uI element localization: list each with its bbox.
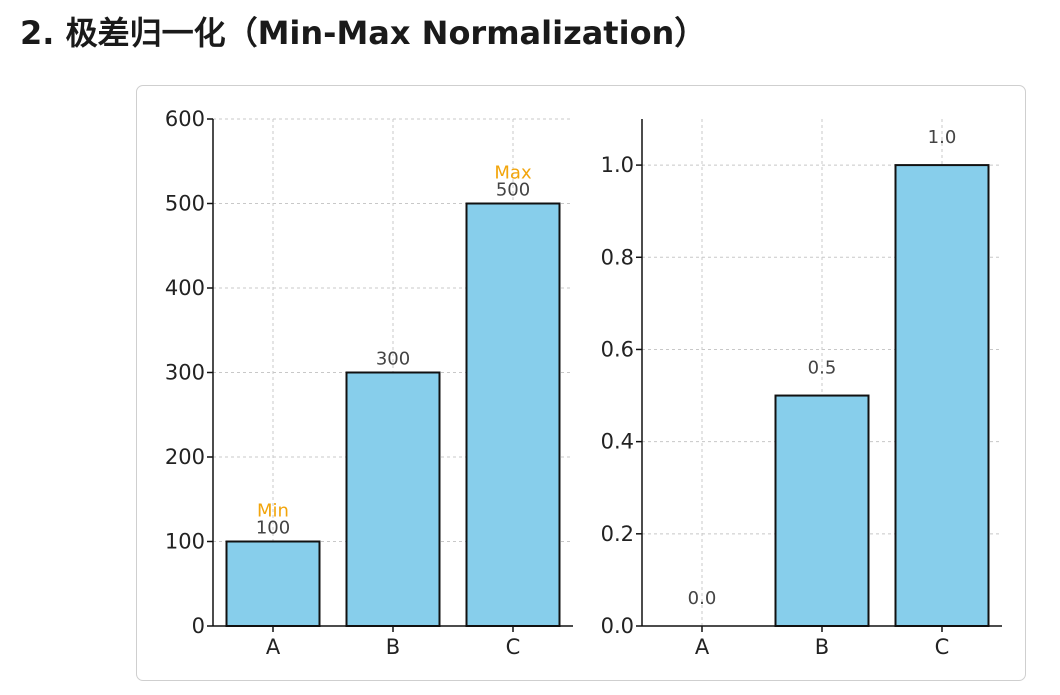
- bar-B: [774, 394, 870, 627]
- bar-C: [894, 164, 990, 627]
- data-label: 100: [256, 518, 290, 539]
- y-tick-label: 500: [165, 192, 205, 216]
- data-label: 500: [496, 180, 530, 201]
- annotation-min: Min: [257, 501, 289, 522]
- y-tick-label: 0.0: [601, 614, 634, 638]
- x-tick-label: A: [695, 635, 710, 659]
- data-label: 300: [376, 349, 410, 370]
- annotation-max: Max: [494, 163, 532, 184]
- y-tick-label: 600: [165, 107, 205, 131]
- y-tick-label: 0: [192, 614, 205, 638]
- x-tick-label: C: [506, 635, 521, 659]
- x-tick-label: C: [935, 635, 950, 659]
- y-tick-label: 0.2: [601, 522, 634, 546]
- y-tick-label: 200: [165, 445, 205, 469]
- bar-A: [225, 540, 321, 627]
- y-tick-label: 0.6: [601, 337, 634, 361]
- y-tick-label: 400: [165, 276, 205, 300]
- data-label: 0.5: [808, 358, 837, 379]
- bar-C: [465, 202, 561, 627]
- bar-B: [345, 371, 441, 627]
- y-tick-label: 100: [165, 530, 205, 554]
- x-tick-label: B: [815, 635, 829, 659]
- x-tick-label: A: [266, 635, 281, 659]
- page-title: 2. 极差归一化（Min-Max Normalization）: [20, 14, 707, 52]
- data-label: 0.0: [688, 588, 717, 609]
- y-tick-label: 0.4: [601, 430, 634, 454]
- y-tick-label: 0.8: [601, 245, 634, 269]
- y-tick-label: 1.0: [601, 153, 634, 177]
- x-tick-label: B: [386, 635, 400, 659]
- y-tick-label: 300: [165, 361, 205, 385]
- data-label: 1.0: [928, 127, 957, 148]
